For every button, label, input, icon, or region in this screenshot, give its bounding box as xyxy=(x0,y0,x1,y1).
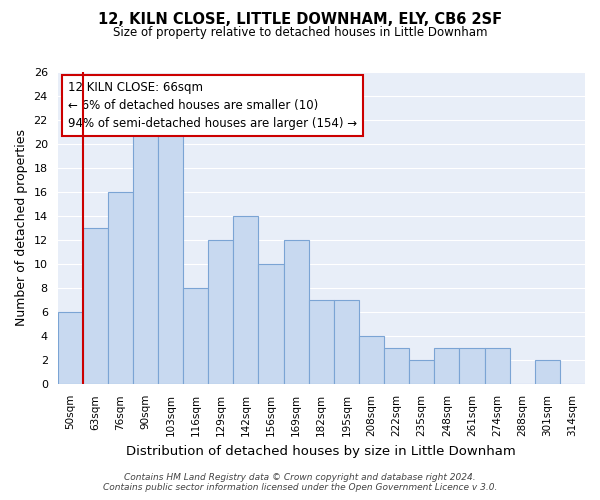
Bar xyxy=(284,240,309,384)
Bar xyxy=(208,240,233,384)
Text: 12 KILN CLOSE: 66sqm
← 6% of detached houses are smaller (10)
94% of semi-detach: 12 KILN CLOSE: 66sqm ← 6% of detached ho… xyxy=(68,81,357,130)
Bar xyxy=(359,336,384,384)
Bar xyxy=(259,264,284,384)
Bar xyxy=(158,120,183,384)
Bar xyxy=(309,300,334,384)
Text: 12, KILN CLOSE, LITTLE DOWNHAM, ELY, CB6 2SF: 12, KILN CLOSE, LITTLE DOWNHAM, ELY, CB6… xyxy=(98,12,502,28)
Bar xyxy=(133,132,158,384)
Bar xyxy=(384,348,409,385)
Y-axis label: Number of detached properties: Number of detached properties xyxy=(15,130,28,326)
Bar xyxy=(183,288,208,384)
Bar xyxy=(334,300,359,384)
Bar xyxy=(485,348,509,385)
Bar xyxy=(409,360,434,384)
Text: Contains HM Land Registry data © Crown copyright and database right 2024.
Contai: Contains HM Land Registry data © Crown c… xyxy=(103,473,497,492)
Text: Size of property relative to detached houses in Little Downham: Size of property relative to detached ho… xyxy=(113,26,487,39)
Bar xyxy=(233,216,259,384)
Bar xyxy=(58,312,83,384)
X-axis label: Distribution of detached houses by size in Little Downham: Distribution of detached houses by size … xyxy=(127,444,516,458)
Bar xyxy=(434,348,460,385)
Bar xyxy=(83,228,108,384)
Bar xyxy=(108,192,133,384)
Bar xyxy=(535,360,560,384)
Bar xyxy=(460,348,485,385)
